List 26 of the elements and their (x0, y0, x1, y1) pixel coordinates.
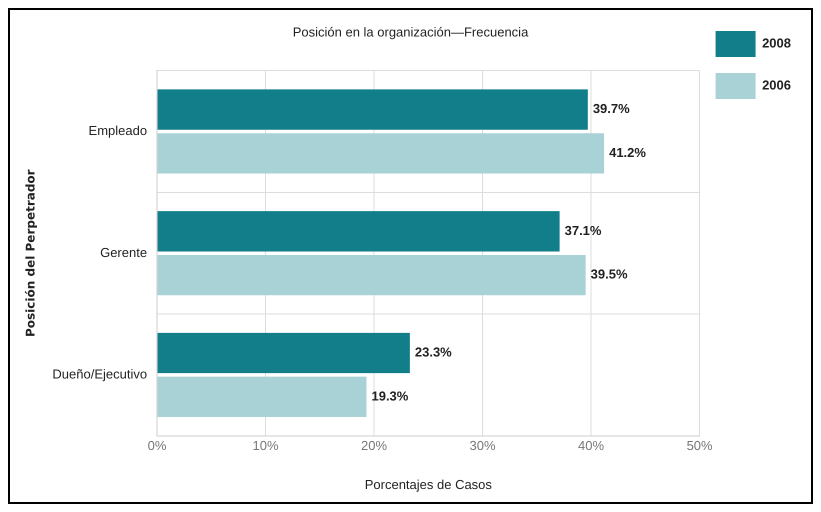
legend-label: 2006 (762, 78, 791, 93)
data-label: 23.3% (414, 344, 452, 360)
bar (158, 211, 560, 252)
bar (158, 376, 366, 418)
bar (158, 332, 410, 374)
bar (158, 133, 604, 174)
x-tick-label: 0% (148, 438, 167, 454)
x-tick-label: 20% (361, 438, 388, 454)
x-tick-label: 50% (686, 438, 714, 454)
y-axis-title: Posición del Perpetrador (23, 169, 38, 337)
y-tick-label: Gerente (100, 244, 148, 260)
legend-label: 2008 (762, 36, 791, 51)
bar (158, 254, 586, 296)
y-tick-label: Empleado (88, 123, 148, 138)
x-axis-title: Porcentajes de Casos (364, 476, 492, 492)
data-label: 41.2% (609, 144, 646, 160)
y-tick-label: Dueño/Ejecutivo (52, 366, 148, 382)
data-label: 39.5% (590, 266, 628, 282)
data-label: 37.1% (564, 222, 602, 238)
x-tick-label: 10% (252, 438, 280, 454)
data-label: 19.3% (371, 388, 409, 404)
data-label: 39.7% (592, 101, 630, 116)
x-tick-label: 40% (578, 438, 605, 454)
x-tick-label: 30% (470, 438, 496, 454)
chart-title: Posición en la organización—Frecuencia (292, 24, 530, 40)
bar (158, 89, 588, 130)
